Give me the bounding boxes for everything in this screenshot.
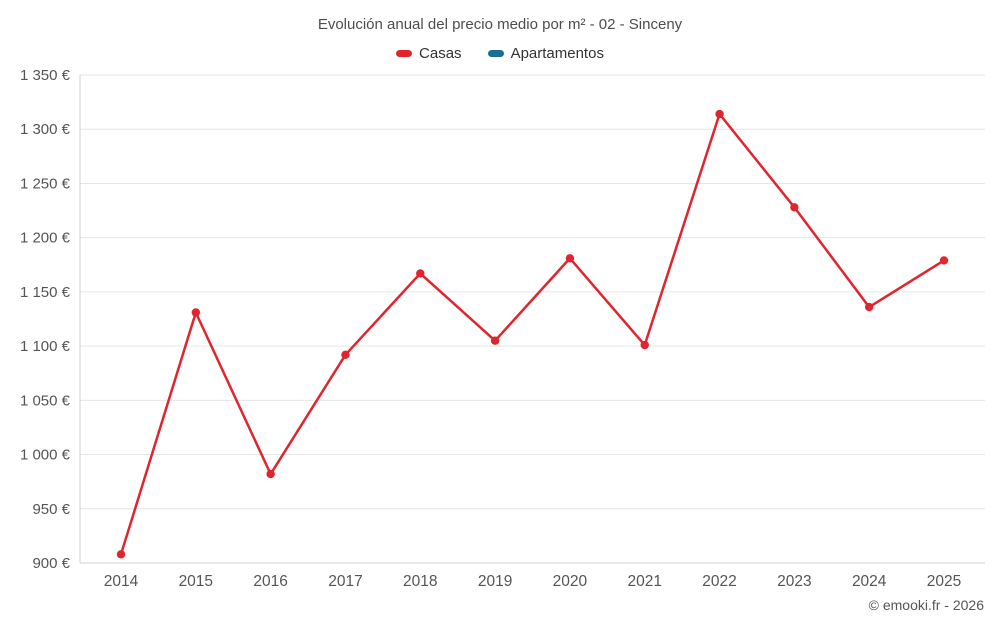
x-axis-tick-label: 2017 xyxy=(328,573,362,590)
data-point-casas-2015[interactable] xyxy=(191,308,201,317)
y-axis-tick-label: 1 100 € xyxy=(20,338,71,355)
x-axis-tick-label: 2015 xyxy=(179,573,213,590)
x-axis-tick-label: 2014 xyxy=(104,573,139,590)
legend-label: Apartamentos xyxy=(510,45,604,62)
y-axis-tick-label: 1 200 € xyxy=(20,230,71,247)
x-axis-tick-label: 2025 xyxy=(927,573,961,590)
data-point-casas-2019[interactable] xyxy=(490,336,500,345)
data-point-casas-2025[interactable] xyxy=(939,256,949,265)
y-axis-tick-label: 900 € xyxy=(32,555,70,572)
legend-swatch-casas xyxy=(396,50,413,57)
data-point-casas-2018[interactable] xyxy=(416,269,425,278)
data-point-casas-2022[interactable] xyxy=(715,109,724,119)
y-axis-tick-label: 1 050 € xyxy=(20,392,71,409)
y-axis-tick-label: 1 250 € xyxy=(20,175,71,192)
series-line-casas xyxy=(119,112,946,556)
data-point-casas-2023[interactable] xyxy=(790,203,799,212)
x-axis-tick-label: 2016 xyxy=(253,573,287,590)
data-point-casas-2021[interactable] xyxy=(640,340,649,350)
x-axis-tick-label: 2022 xyxy=(702,573,736,590)
legend-item-apartamentos[interactable]: Apartamentos xyxy=(487,45,604,62)
legend-item-casas[interactable]: Casas xyxy=(396,45,462,62)
data-point-casas-2020[interactable] xyxy=(565,254,575,263)
x-axis-tick-label: 2021 xyxy=(627,573,661,590)
legend-swatch-apartamentos xyxy=(487,50,504,57)
x-axis-tick-label: 2024 xyxy=(852,573,887,590)
y-axis-tick-label: 1 150 € xyxy=(20,284,71,301)
y-axis-tick-label: 950 € xyxy=(32,501,70,518)
y-axis-tick-label: 1 000 € xyxy=(20,447,71,464)
copyright-text: © emooki.fr - 2026 xyxy=(868,597,984,613)
y-axis-tick-label: 1 350 € xyxy=(20,67,71,84)
x-axis-tick-label: 2019 xyxy=(478,573,512,590)
chart-legend: Casas Apartamentos xyxy=(0,45,1000,62)
data-point-casas-2016[interactable] xyxy=(266,469,275,479)
legend-label: Casas xyxy=(419,45,462,62)
y-axis-tick-label: 1 300 € xyxy=(20,121,71,138)
data-point-casas-2014[interactable] xyxy=(116,550,126,559)
data-point-casas-2017[interactable] xyxy=(341,350,350,359)
data-point-casas-2024[interactable] xyxy=(864,302,874,312)
chart-title: Evolución anual del precio medio por m² … xyxy=(317,16,683,33)
x-axis-tick-label: 2020 xyxy=(553,573,588,590)
x-axis-tick-label: 2018 xyxy=(403,573,437,590)
x-axis-tick-label: 2023 xyxy=(777,573,811,590)
